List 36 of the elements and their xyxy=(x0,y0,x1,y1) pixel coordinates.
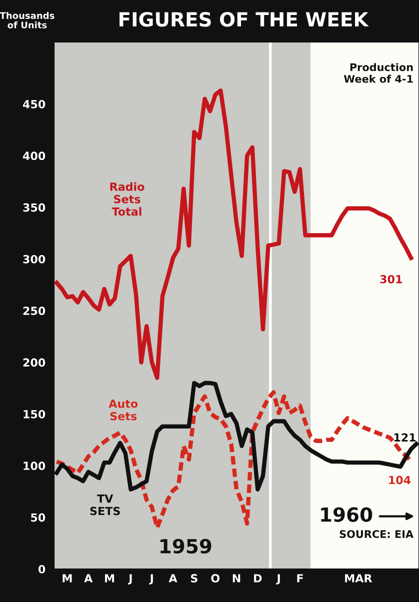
annotation: 1959 xyxy=(160,538,212,554)
y-tick-label: 350 xyxy=(23,203,46,212)
y-tick-label: 400 xyxy=(22,152,46,160)
y-axis-title: Thousands of Units xyxy=(0,12,54,28)
y-tick-label: 250 xyxy=(23,306,46,316)
x-tick-label: O xyxy=(211,574,220,582)
y-tick-label: 0 xyxy=(38,564,46,574)
annotation: Production Week of 4-1 xyxy=(344,63,413,83)
annotation: 1960 xyxy=(321,507,372,522)
line-series xyxy=(54,88,414,380)
x-tick-label: A xyxy=(168,574,178,582)
y-tick-label: 50 xyxy=(31,513,46,522)
y-tick-label: 150 xyxy=(24,410,46,418)
chart-title: FIGURES OF THE WEEK xyxy=(120,12,369,27)
x-tick-label: J xyxy=(128,574,132,585)
x-tick-label: M xyxy=(105,574,114,582)
x-tick-label: A xyxy=(84,574,93,582)
x-tick-label: D xyxy=(254,574,262,582)
x-tick-label: M xyxy=(62,574,72,582)
text: Radio Sets Total xyxy=(110,182,144,216)
data-label: 121 xyxy=(394,433,416,442)
y-tick-label: 450 xyxy=(22,100,46,108)
data-label: 301 xyxy=(380,275,402,284)
x-tick-label: S xyxy=(190,574,198,582)
x-tick-label: MAR xyxy=(345,574,372,582)
x-tick-label: F xyxy=(297,574,303,582)
x-tick-label: J xyxy=(276,574,280,585)
series-label: TV SETS xyxy=(90,494,120,516)
x-tick-label: J xyxy=(149,574,153,585)
series-label: Auto Sets xyxy=(108,400,138,420)
y-tick-label: 100 xyxy=(24,462,46,470)
annotation: SOURCE: EIA xyxy=(340,530,414,538)
x-tick-label: N xyxy=(232,574,240,582)
y-tick-label: 200 xyxy=(23,358,46,367)
data-label: 104 xyxy=(389,476,411,484)
y-tick-label: 300 xyxy=(23,254,46,264)
